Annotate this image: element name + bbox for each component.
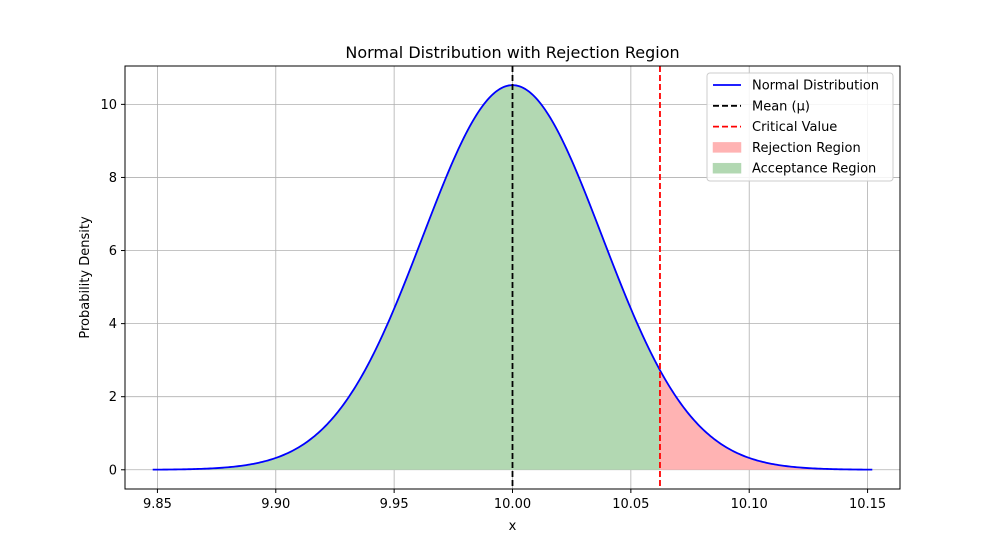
x-tick-label: 9.85	[143, 497, 172, 512]
chart-title: Normal Distribution with Rejection Regio…	[345, 43, 679, 62]
x-tick-label: 9.90	[261, 497, 290, 512]
legend-item: Mean (μ)	[713, 99, 810, 114]
x-tick-label: 10.15	[849, 497, 886, 512]
y-tick-label: 0	[109, 463, 117, 478]
legend-swatch-area	[712, 142, 742, 153]
x-tick-label: 10.05	[612, 497, 649, 512]
legend-item: Critical Value	[713, 120, 837, 135]
y-tick-label: 4	[109, 317, 117, 332]
legend-label: Normal Distribution	[752, 79, 879, 94]
legend-box	[706, 72, 894, 182]
x-tick-label: 10.10	[731, 497, 768, 512]
legend-label: Mean (μ)	[752, 99, 810, 114]
x-tick-label: 10.00	[494, 497, 531, 512]
legend-item: Acceptance Region	[712, 162, 876, 177]
legend: Normal Distribution Mean (μ) Critical Valu…	[706, 72, 894, 182]
acceptance-region-area	[152, 85, 660, 470]
x-tick-label: 9.95	[380, 497, 409, 512]
x-axis-ticks: 9.85 9.90 9.95 10.00 10.05 10.10 10.15	[143, 489, 886, 512]
y-tick-label: 10	[100, 98, 117, 113]
y-tick-label: 2	[109, 390, 117, 405]
y-tick-label: 6	[109, 244, 117, 259]
legend-item: Rejection Region	[712, 141, 861, 156]
y-tick-label: 8	[109, 171, 117, 186]
legend-item: Normal Distribution	[713, 79, 879, 94]
legend-label: Acceptance Region	[752, 162, 876, 177]
rejection-region-area	[659, 370, 873, 470]
plot-content	[152, 66, 873, 489]
legend-swatch-area	[712, 162, 742, 174]
x-axis-label: x	[509, 519, 517, 534]
y-axis-ticks: 0 2 4 6 8 10	[100, 98, 125, 478]
legend-label: Rejection Region	[752, 141, 861, 156]
legend-label: Critical Value	[752, 120, 837, 135]
y-axis-label: Probability Density	[78, 216, 93, 339]
